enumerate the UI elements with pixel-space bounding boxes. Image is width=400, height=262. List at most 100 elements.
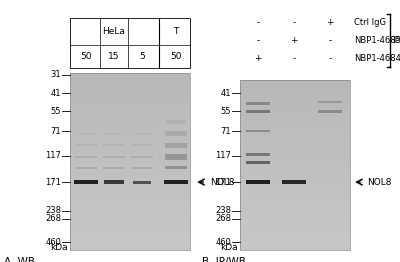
Bar bbox=[70, 135, 190, 140]
Bar bbox=[240, 89, 350, 93]
Text: NOL8: NOL8 bbox=[367, 178, 391, 187]
Bar bbox=[240, 225, 350, 229]
Bar bbox=[165, 166, 187, 169]
Bar bbox=[240, 127, 350, 131]
Text: HeLa: HeLa bbox=[102, 27, 126, 36]
Bar bbox=[240, 212, 350, 216]
Text: +: + bbox=[290, 36, 298, 45]
Bar bbox=[70, 233, 190, 237]
Text: 117: 117 bbox=[45, 151, 61, 160]
Bar bbox=[240, 208, 350, 212]
Bar bbox=[166, 120, 186, 124]
Bar bbox=[240, 233, 350, 237]
Text: -: - bbox=[328, 54, 332, 63]
Bar bbox=[70, 237, 190, 241]
Text: 117: 117 bbox=[215, 151, 231, 160]
Bar bbox=[240, 246, 350, 250]
Bar bbox=[70, 131, 190, 135]
Bar bbox=[104, 180, 124, 184]
Bar bbox=[240, 131, 350, 135]
Bar bbox=[70, 122, 190, 127]
Bar bbox=[103, 156, 125, 158]
Text: 460: 460 bbox=[45, 238, 61, 247]
Bar bbox=[240, 242, 350, 246]
Bar bbox=[103, 145, 125, 146]
Bar bbox=[240, 195, 350, 199]
Text: -: - bbox=[328, 36, 332, 45]
Bar bbox=[70, 188, 190, 193]
Bar bbox=[104, 111, 124, 112]
Bar bbox=[104, 121, 124, 123]
Bar bbox=[318, 110, 342, 113]
Bar bbox=[104, 133, 124, 135]
Bar bbox=[75, 167, 97, 169]
Text: 31: 31 bbox=[50, 70, 61, 79]
Bar bbox=[70, 201, 190, 206]
Text: 50: 50 bbox=[170, 52, 182, 61]
Text: 268: 268 bbox=[215, 214, 231, 223]
Bar bbox=[240, 152, 350, 157]
Bar bbox=[240, 229, 350, 233]
Bar bbox=[76, 121, 96, 123]
Bar bbox=[70, 118, 190, 122]
Bar bbox=[240, 105, 350, 110]
Bar bbox=[240, 161, 350, 165]
Text: B. IP/WB: B. IP/WB bbox=[202, 257, 246, 262]
Bar bbox=[132, 133, 152, 135]
Bar bbox=[240, 182, 350, 186]
Bar bbox=[103, 167, 125, 169]
Bar bbox=[240, 237, 350, 242]
Text: 171: 171 bbox=[215, 178, 231, 187]
Bar bbox=[70, 210, 190, 215]
Bar bbox=[240, 140, 350, 144]
Text: +: + bbox=[326, 18, 334, 27]
Bar bbox=[70, 144, 190, 149]
Bar bbox=[240, 135, 350, 139]
Text: 171: 171 bbox=[45, 178, 61, 187]
Bar bbox=[70, 166, 190, 171]
Bar bbox=[70, 228, 190, 233]
Text: -: - bbox=[292, 18, 296, 27]
Bar bbox=[70, 127, 190, 131]
Bar bbox=[240, 110, 350, 114]
Bar bbox=[240, 186, 350, 191]
Text: 15: 15 bbox=[108, 52, 120, 61]
Text: 55: 55 bbox=[221, 107, 231, 116]
Bar bbox=[70, 206, 190, 210]
Bar bbox=[70, 104, 190, 109]
Text: -: - bbox=[256, 36, 260, 45]
Bar bbox=[75, 145, 97, 146]
Bar bbox=[240, 220, 350, 225]
Bar bbox=[246, 161, 270, 164]
Bar bbox=[70, 219, 190, 224]
Bar bbox=[74, 180, 98, 184]
Bar bbox=[133, 181, 151, 184]
Bar bbox=[282, 180, 306, 184]
Bar bbox=[131, 156, 153, 158]
Bar bbox=[240, 148, 350, 152]
Bar bbox=[240, 169, 350, 174]
Bar bbox=[240, 178, 350, 182]
Text: 71: 71 bbox=[50, 127, 61, 135]
Bar bbox=[246, 130, 270, 132]
Text: 268: 268 bbox=[45, 214, 61, 223]
Text: T: T bbox=[173, 27, 179, 36]
Bar bbox=[240, 114, 350, 118]
Text: NBP1-46850: NBP1-46850 bbox=[354, 36, 400, 45]
Bar bbox=[76, 133, 96, 135]
Bar bbox=[240, 165, 350, 169]
Text: IP: IP bbox=[392, 36, 400, 45]
Bar bbox=[70, 197, 190, 201]
Bar bbox=[240, 101, 350, 105]
Bar bbox=[246, 153, 270, 156]
Text: A. WB: A. WB bbox=[4, 257, 35, 262]
Bar bbox=[70, 109, 190, 113]
Bar bbox=[70, 100, 190, 104]
Text: kDa: kDa bbox=[220, 243, 238, 252]
Bar bbox=[70, 82, 190, 87]
Text: Ctrl IgG: Ctrl IgG bbox=[354, 18, 386, 27]
Bar bbox=[70, 153, 190, 157]
Bar bbox=[240, 199, 350, 203]
Bar bbox=[76, 111, 96, 112]
Bar bbox=[70, 18, 190, 68]
